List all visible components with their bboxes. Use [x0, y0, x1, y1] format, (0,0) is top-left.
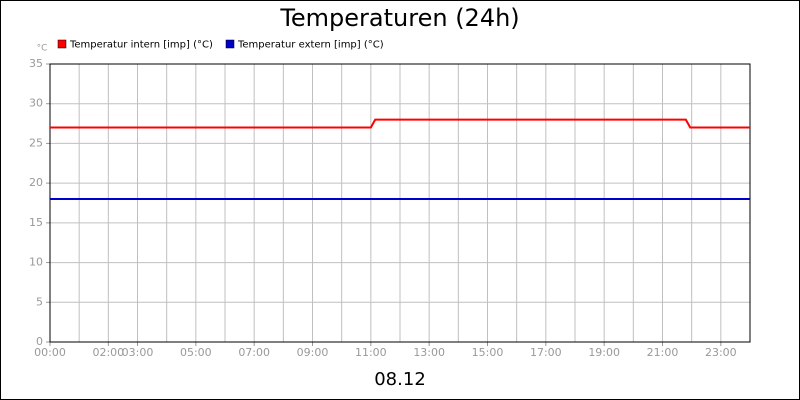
x-tick-label: 17:00: [530, 346, 562, 359]
y-axis-unit: °C: [37, 44, 48, 54]
legend-label: Temperatur intern [imp] (°C): [69, 40, 213, 51]
x-tick-label: 15:00: [472, 346, 504, 359]
y-tick-label: 35: [29, 57, 43, 70]
y-tick-label: 5: [36, 295, 43, 308]
x-tick-label: 09:00: [297, 346, 329, 359]
x-tick-label: 13:00: [413, 346, 445, 359]
line: [50, 118, 750, 129]
y-tick-label: 30: [29, 97, 43, 110]
y-tick-label: 10: [29, 256, 43, 269]
chart-title: Temperaturen (24h): [279, 4, 519, 32]
x-tick-label: 07:00: [238, 346, 270, 359]
x-tick-label: 11:00: [355, 346, 387, 359]
legend-swatch: [225, 39, 235, 49]
x-tick-label: 03:00: [122, 346, 154, 359]
x-tick-label: 00:00: [34, 346, 66, 359]
x-tick-label: 19:00: [588, 346, 620, 359]
y-tick-label: 25: [29, 136, 43, 149]
legend-label: Temperatur extern [imp] (°C): [237, 40, 384, 51]
x-tick-label: 02:00: [92, 346, 124, 359]
y-tick-label: 20: [29, 176, 43, 189]
chart-subtitle: 08.12: [374, 369, 426, 390]
x-tick-label: 05:00: [180, 346, 212, 359]
x-tick-label: 21:00: [647, 346, 679, 359]
y-tick-label: 15: [29, 216, 43, 229]
x-tick-label: 23:00: [705, 346, 737, 359]
legend-swatch: [57, 39, 67, 49]
plot-border: [49, 63, 751, 343]
y-tick-label: 0: [36, 335, 43, 348]
